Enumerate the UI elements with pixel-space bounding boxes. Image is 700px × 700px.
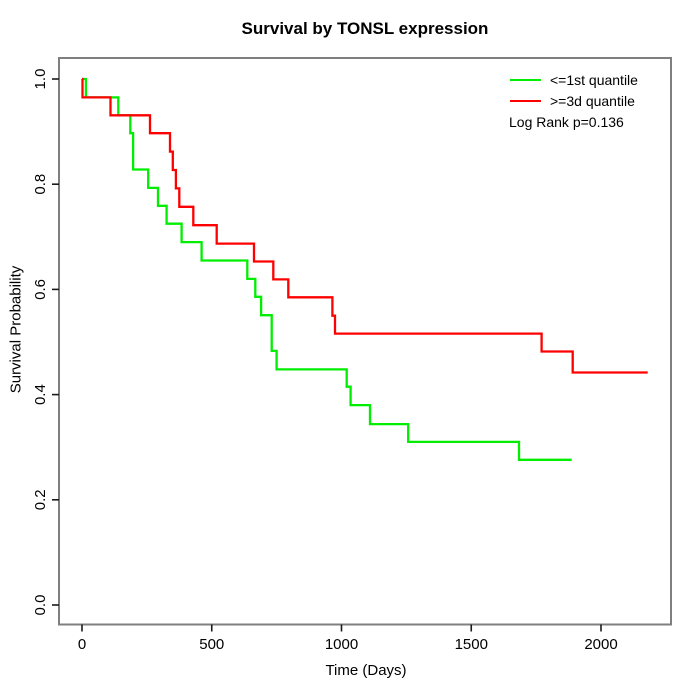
- chart-title: Survival by TONSL expression: [241, 19, 489, 38]
- x-tick-label: 2000: [584, 636, 617, 653]
- log-rank-p-value: Log Rank p=0.136: [509, 114, 624, 130]
- x-tick-label: 0: [78, 636, 86, 653]
- legend-item-high-expression: >=3d quantile: [510, 91, 638, 112]
- x-axis-label: Time (Days): [325, 662, 407, 679]
- axis-tick-labels: 0 500 1000 1500 2000 0.0 0.2 0.4 0.6 0.8 1.0: [32, 69, 618, 653]
- legend: <=1st quantile >=3d quantile: [510, 70, 638, 111]
- x-tick-label: 1000: [325, 636, 358, 653]
- y-tick-label: 0.6: [32, 279, 49, 300]
- axis-ticks: [52, 78, 602, 632]
- red-line-swatch: [510, 99, 541, 102]
- legend-label-low-expression: <=1st quantile: [550, 72, 638, 89]
- y-tick-label: 0.8: [32, 174, 49, 195]
- plot-border: [58, 57, 672, 626]
- x-tick-label: 500: [199, 636, 224, 653]
- survival-curves: [81, 77, 648, 461]
- survival-curve-high-expression: [81, 77, 648, 374]
- survival-curve-low-expression: [82, 77, 572, 461]
- legend-item-low-expression: <=1st quantile: [510, 70, 638, 91]
- legend-label-high-expression: >=3d quantile: [550, 92, 635, 109]
- green-line-swatch: [510, 79, 541, 82]
- y-tick-label: 1.0: [32, 69, 49, 90]
- y-tick-label: 0.2: [32, 489, 49, 510]
- x-tick-label: 1500: [455, 636, 488, 653]
- y-tick-label: 0.0: [32, 595, 49, 616]
- y-tick-label: 0.4: [32, 384, 49, 405]
- y-axis-label: Survival Probability: [7, 265, 25, 394]
